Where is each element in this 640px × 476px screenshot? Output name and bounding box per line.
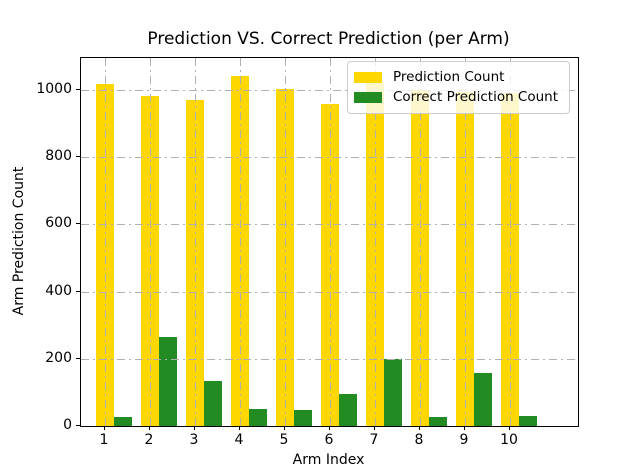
legend-row-correct-prediction-count: Correct Prediction Count [354,87,563,107]
gridline-x-2 [150,58,151,426]
x-tick-mark-2 [149,426,150,430]
bar-correct-prediction-count-arm-10 [519,415,537,426]
gridline-x-1 [105,58,106,426]
bar-correct-prediction-count-arm-6 [339,393,357,426]
gridline-x-3 [195,58,196,426]
bar-correct-prediction-count-arm-8 [429,416,447,426]
legend-swatch-prediction-count [354,71,382,83]
gridline-x-10 [510,58,511,426]
x-tick-label-1: 1 [99,432,109,448]
gridline-y-200 [81,358,578,360]
y-tick-label-600: 600 [45,215,72,232]
x-tick-mark-6 [329,426,330,430]
y-tick-mark-0 [76,425,80,426]
bar-correct-prediction-count-arm-7 [384,359,402,426]
y-tick-mark-800 [76,156,80,158]
bar-correct-prediction-count-arm-9 [474,372,492,426]
x-tick-label-5: 5 [279,432,289,448]
y-tick-label-400: 400 [45,282,72,299]
x-tick-mark-4 [239,426,240,430]
y-tick-label-1000: 1000 [36,80,72,97]
legend-label-correct-prediction-count: Correct Prediction Count [393,89,559,105]
gridline-x-4 [240,58,241,426]
y-tick-mark-200 [76,357,80,359]
gridline-x-6 [330,58,331,426]
y-tick-mark-1000 [76,88,80,90]
gridline-x-7 [375,58,376,426]
gridline-x-8 [420,58,421,426]
gridline-y-1000 [81,89,578,91]
x-axis-label: Arm Index [292,452,365,468]
legend-label-prediction-count: Prediction Count [393,69,505,85]
x-tick-label-7: 7 [369,432,379,448]
bar-correct-prediction-count-arm-3 [204,380,222,426]
x-tick-mark-10 [509,426,510,430]
x-tick-label-6: 6 [324,432,334,448]
bar-correct-prediction-count-arm-2 [159,336,177,426]
x-tick-label-3: 3 [189,432,199,448]
legend: Prediction Count Correct Prediction Coun… [347,61,570,114]
x-tick-label-10: 10 [500,432,518,448]
gridline-y-400 [81,291,578,293]
x-tick-label-2: 2 [144,432,154,448]
chart-title: Prediction VS. Correct Prediction (per A… [147,29,510,49]
y-tick-label-0: 0 [63,417,72,433]
legend-swatch-correct-prediction-count [354,91,382,103]
plot-area [80,57,579,427]
gridline-x-9 [465,58,466,426]
bar-correct-prediction-count-arm-1 [114,416,132,426]
gridline-x-5 [285,58,286,426]
gridline-y-600 [81,224,578,226]
gridline-y-800 [81,157,578,159]
bar-correct-prediction-count-arm-4 [249,408,267,426]
y-tick-mark-600 [76,223,80,225]
y-tick-label-800: 800 [45,148,72,165]
y-tick-label-200: 200 [45,349,72,366]
x-tick-mark-8 [419,426,420,430]
y-tick-mark-400 [76,290,80,292]
x-tick-mark-1 [104,426,105,430]
legend-row-prediction-count: Prediction Count [354,67,563,87]
x-tick-mark-5 [284,426,285,430]
x-tick-mark-9 [464,426,465,430]
x-tick-label-8: 8 [414,432,424,448]
x-tick-label-9: 9 [459,432,469,448]
x-tick-mark-7 [374,426,375,430]
x-tick-mark-3 [194,426,195,430]
x-tick-label-4: 4 [234,432,244,448]
bar-correct-prediction-count-arm-5 [294,410,312,426]
